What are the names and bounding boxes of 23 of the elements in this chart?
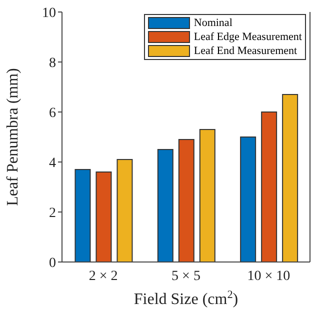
bar	[261, 112, 278, 262]
x-tick-label: 10 × 10	[247, 268, 290, 284]
x-axis-title: Field Size (cm$^{2}$)	[134, 289, 238, 308]
y-tick-label: 8	[49, 56, 56, 71]
y-tick-label: 2	[49, 206, 56, 221]
legend-label: Nominal	[194, 17, 232, 29]
bar	[96, 172, 112, 262]
bar	[282, 94, 298, 262]
y-tick-label: 10	[42, 6, 56, 21]
bar	[178, 139, 194, 262]
y-tick-label: 4	[49, 156, 56, 171]
bar	[74, 169, 91, 262]
x-tick-label: 5 × 5	[172, 268, 200, 284]
y-tick-label: 6	[49, 106, 56, 121]
bar	[199, 129, 216, 262]
y-tick-label: 0	[49, 256, 56, 271]
bar	[240, 136, 256, 262]
x-tick-label: 2 × 2	[88, 268, 118, 284]
y-axis-title: Leaf Penumbra (mm)	[4, 68, 22, 206]
bar	[116, 159, 133, 262]
legend-label: Leaf End Measurement	[194, 45, 298, 57]
legend-label: Leaf Edge Measurement	[194, 31, 302, 43]
bar	[157, 149, 174, 262]
